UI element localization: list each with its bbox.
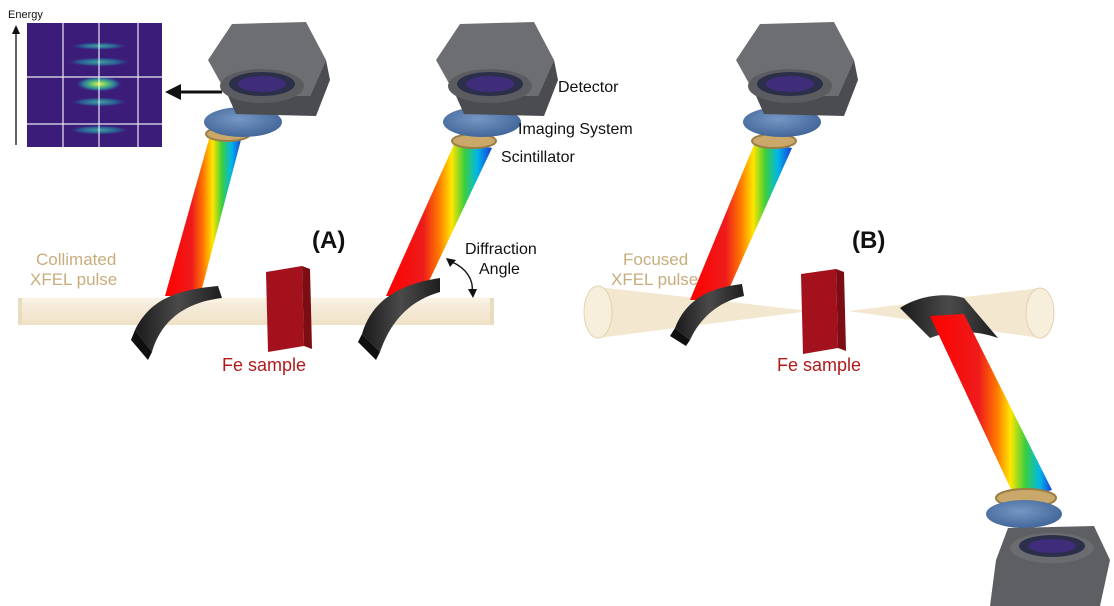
sample-label-a: Fe sample [222, 355, 307, 375]
diffraction-angle-line2: Angle [479, 261, 520, 278]
detector-b-upper [736, 22, 858, 116]
fe-sample-a [266, 266, 312, 352]
detector-a-left [208, 22, 330, 116]
fe-sample-b [801, 269, 846, 354]
panel-a [18, 22, 558, 360]
collimated-beam [18, 298, 494, 325]
diffraction-angle-line1: Diffraction [465, 241, 537, 258]
spectrometer-b-upper [670, 22, 858, 346]
imaging-system-label: Imaging System [518, 121, 633, 138]
panel-a-tag: (A) [312, 227, 346, 254]
spectrometer-b-lower [900, 295, 1110, 606]
beam-label-b-line1: Focused [623, 250, 689, 269]
detector-b-lower [990, 526, 1110, 606]
spectrum-inset [27, 23, 162, 147]
sample-label-b: Fe sample [777, 355, 862, 375]
detector-a-right [436, 22, 558, 116]
scintillator-label: Scintillator [501, 149, 575, 166]
arrow-up-icon [12, 25, 20, 145]
spectrometer-a-right [358, 22, 558, 360]
beam-label-b-line2: XFEL pulse [611, 270, 699, 289]
detector-label: Detector [558, 79, 619, 96]
beam-label-a-line1: Collimated [36, 250, 117, 269]
curved-arrow-icon [446, 258, 477, 298]
panel-b [583, 22, 1110, 606]
spectrometer-a-left [131, 22, 330, 360]
panel-b-tag: (B) [852, 227, 886, 254]
arrow-left-icon [165, 84, 222, 100]
energy-axis-label: Energy [8, 9, 43, 21]
beam-label-a-line2: XFEL pulse [30, 270, 118, 289]
